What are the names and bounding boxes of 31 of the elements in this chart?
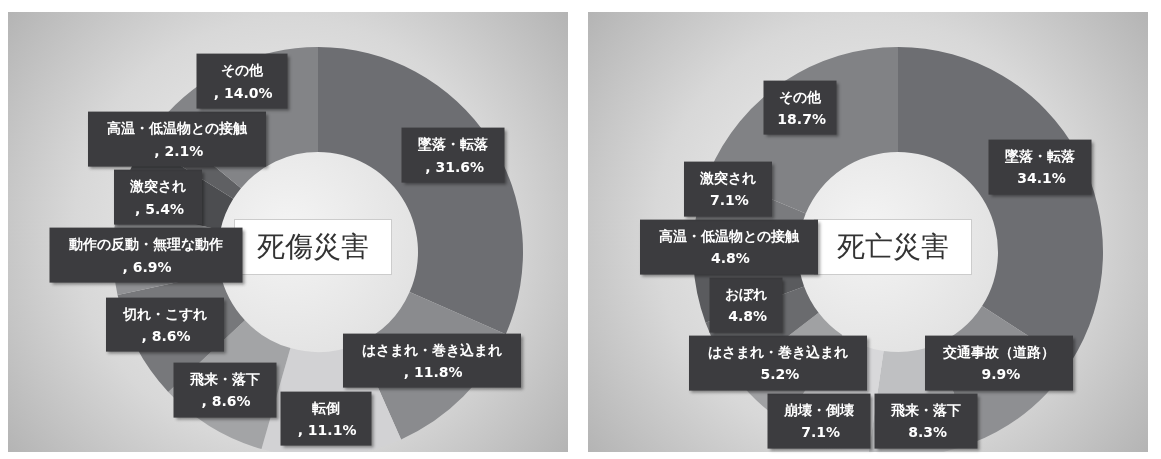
data-label: 7.1% [801,423,841,442]
slice-label: その他 [220,62,263,79]
data-label: , 11.8% [403,362,463,382]
slice-label: 墜落・転落 [418,135,489,152]
data-label: 8.3% [908,423,948,442]
text: 死亡災害 [814,219,972,275]
slice-label: 墜落・転落 [1005,147,1076,164]
data-label: , 2.1% [154,141,204,161]
slice-label: 激突され [130,178,187,195]
data-label: , 14.0% [213,83,273,103]
slice-label: 切れ・こすれ [122,305,207,322]
slice-label: おぼれ [725,285,768,302]
slice-label: 飛来・落下 [891,401,962,418]
slice-label: 崩壊・倒壊 [784,401,855,418]
slice-label: 飛来・落下 [189,370,260,387]
data-label: 4.8% [728,307,768,327]
data-label: , 8.6% [201,391,251,411]
slice-label: 高温・低温物との接触 [107,120,248,137]
text: 死傷災害 [234,219,392,275]
data-label: 9.9% [981,365,1021,384]
data-label: , 31.6% [425,157,485,177]
data-label: 5.2% [760,365,800,385]
slice-label: 交通事故（道路） [943,343,1056,360]
slice-label: 転倒 [311,399,340,416]
data-label: , 8.6% [141,326,191,346]
data-label: 18.7% [777,109,826,129]
data-label: 34.1% [1017,168,1066,188]
slice-label: はさまれ・巻き込まれ [361,341,502,358]
slice-label: はさまれ・巻き込まれ [708,343,849,360]
slice-label: その他 [779,88,822,105]
data-label: , 11.1% [297,420,357,440]
